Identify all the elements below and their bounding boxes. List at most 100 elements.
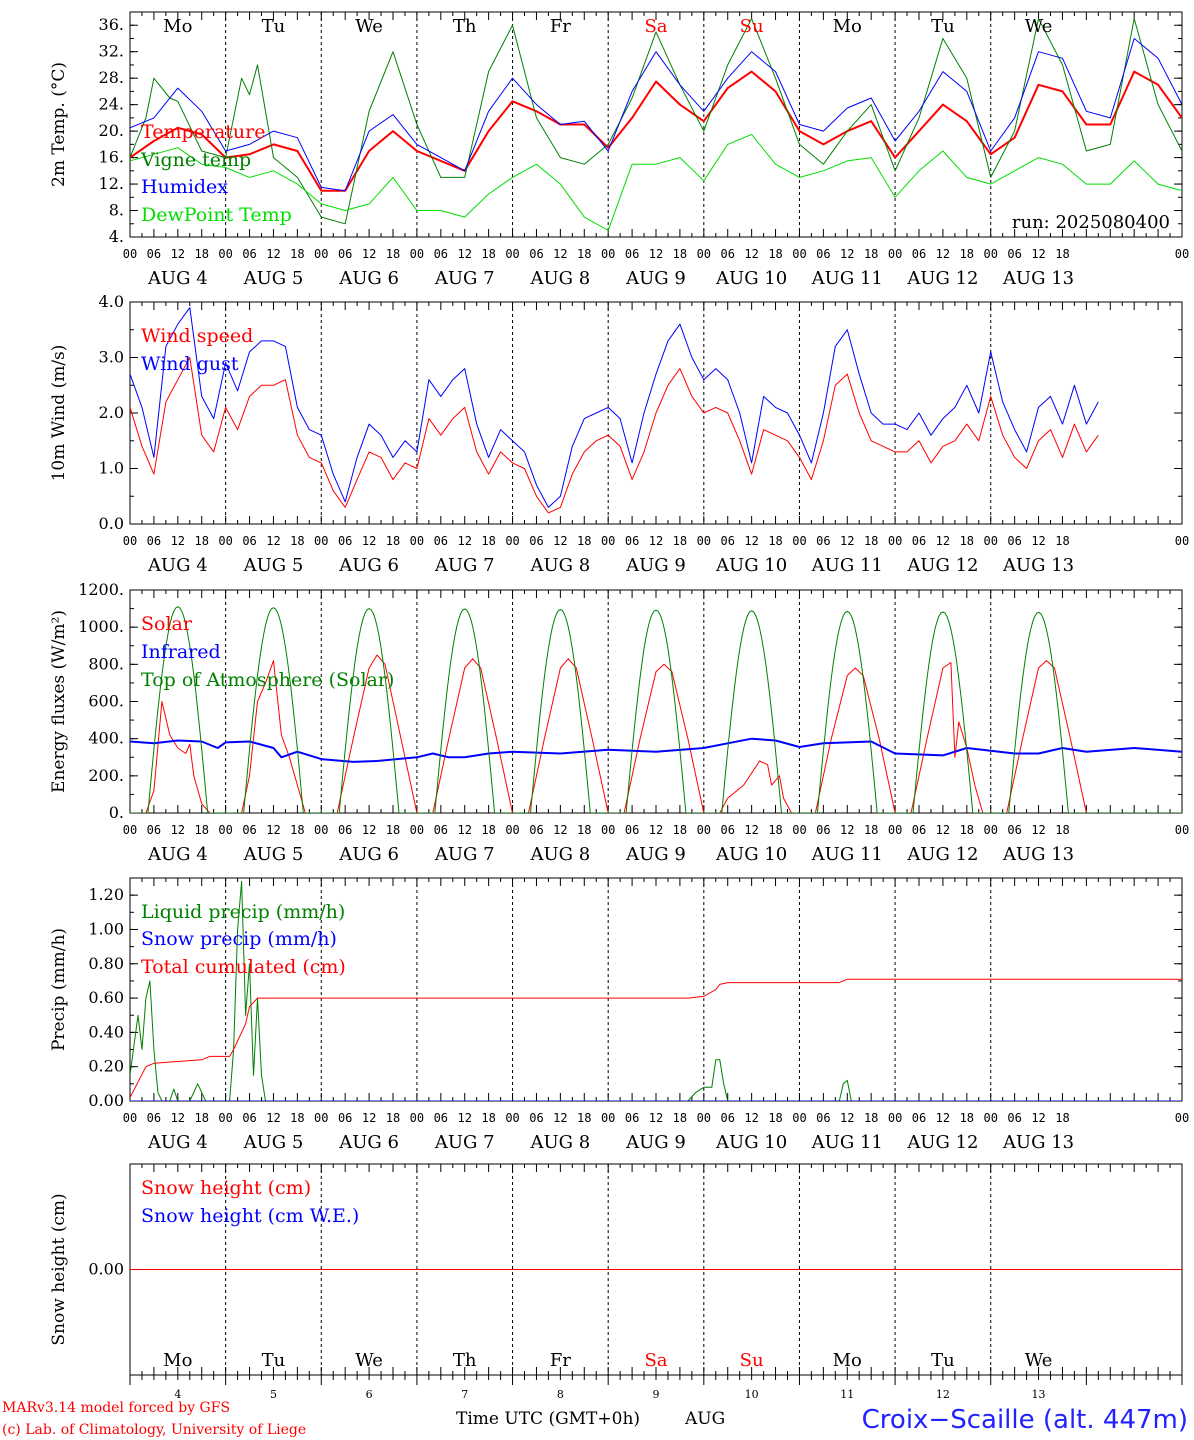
hour-label: 06: [625, 534, 639, 548]
hour-label: 00: [410, 823, 424, 837]
date-label: AUG 7: [434, 555, 495, 576]
date-label: AUG 5: [243, 555, 304, 576]
series-line-total-cumulated-cm-: [130, 978, 1182, 1098]
hour-label: 12: [458, 247, 472, 261]
hour-label: 00: [1175, 534, 1189, 548]
hour-label: 18: [768, 247, 782, 261]
y-tick-label: 4.: [109, 227, 124, 246]
hour-label: 06: [912, 534, 926, 548]
run-label: run: 2025080400: [1012, 212, 1170, 233]
hour-label: 18: [768, 1111, 782, 1125]
hour-label: 12: [458, 823, 472, 837]
hour-label: 18: [864, 534, 878, 548]
weekday-label: We: [355, 16, 383, 37]
date-label: AUG 9: [625, 268, 686, 289]
weekday-label: Fr: [550, 16, 571, 37]
hour-label: 00: [218, 823, 232, 837]
hour-label: 12: [266, 1111, 280, 1125]
hour-label: 18: [290, 247, 304, 261]
hour-label: 18: [1055, 823, 1069, 837]
weekday-label: Mo: [163, 16, 192, 37]
hour-label: 00: [314, 534, 328, 548]
hour-label: 06: [529, 1111, 543, 1125]
legend-entry: Total cumulated (cm): [141, 956, 346, 978]
hour-label: 00: [314, 1111, 328, 1125]
hour-label: 06: [529, 823, 543, 837]
hour-label: 06: [147, 1111, 161, 1125]
hour-label: 12: [458, 534, 472, 548]
hour-label: 00: [792, 247, 806, 261]
hour-label: 06: [434, 1111, 448, 1125]
date-label: AUG 8: [529, 844, 590, 865]
hour-label: 12: [362, 247, 376, 261]
hour-label: 12: [553, 534, 567, 548]
y-tick-label: 1200.: [78, 580, 124, 599]
hour-label: 00: [123, 534, 137, 548]
hour-label: 06: [242, 247, 256, 261]
date-label: AUG 9: [625, 1132, 686, 1153]
y-axis-title: Precip (mm/h): [49, 928, 69, 1051]
legend-entry: Snow precip (mm/h): [141, 928, 337, 950]
hour-label: 12: [553, 247, 567, 261]
hour-label: 18: [481, 823, 495, 837]
weekday-label: Su: [740, 1350, 764, 1371]
hour-label: 06: [1007, 247, 1021, 261]
series-line-solar: [130, 654, 1087, 813]
panel-2: 0.0 1.0 2.0 3.0 4.0 10m Wind (m/s) Wind speed W…: [49, 292, 1189, 576]
y-tick-label: 0.60: [88, 988, 124, 1007]
date-label: AUG 7: [434, 268, 495, 289]
hour-label: 00: [505, 534, 519, 548]
y-tick-label: 800.: [88, 654, 124, 673]
day-number-label: 6: [366, 1388, 373, 1401]
series-line-top-of-atmosphere-solar-: [130, 606, 1182, 813]
weekday-label: Fr: [550, 1350, 571, 1371]
x-axis-title: Time UTC (GMT+0h): [456, 1409, 640, 1429]
hour-label: 06: [912, 247, 926, 261]
date-label: AUG 7: [434, 1132, 495, 1153]
hour-label: 18: [673, 247, 687, 261]
date-label: AUG 4: [147, 555, 208, 576]
hour-label: 18: [195, 247, 209, 261]
hour-label: 12: [362, 534, 376, 548]
series-line-wind-speed: [130, 357, 1099, 514]
hour-label: 12: [840, 1111, 854, 1125]
y-tick-label: 0.: [109, 803, 124, 822]
hour-label: 18: [864, 823, 878, 837]
hour-label: 18: [960, 534, 974, 548]
date-label: AUG 8: [529, 1132, 590, 1153]
hour-label: 12: [649, 247, 663, 261]
legend-entry: Humidex: [141, 176, 228, 198]
hour-label: 06: [434, 823, 448, 837]
weekday-label: Tu: [931, 16, 955, 37]
hour-label: 06: [529, 534, 543, 548]
date-label: AUG 9: [625, 555, 686, 576]
weekday-label: We: [1025, 1350, 1053, 1371]
hour-label: 18: [960, 823, 974, 837]
hour-label: 12: [936, 247, 950, 261]
hour-label: 06: [147, 534, 161, 548]
date-label: AUG 5: [243, 844, 304, 865]
hour-label: 18: [195, 534, 209, 548]
panel-5: 0.00 Snow height (cm) Snow height (cm) Snow…: [49, 1163, 1183, 1401]
y-tick-label: 0.80: [88, 954, 124, 973]
series-line-vigne-temp: [130, 18, 1182, 225]
hour-label: 12: [553, 823, 567, 837]
hour-label: 12: [362, 823, 376, 837]
hour-label: 00: [218, 534, 232, 548]
hour-label: 00: [123, 1111, 137, 1125]
hour-label: 12: [936, 1111, 950, 1125]
date-label: AUG 5: [243, 268, 304, 289]
series-line-wind-gust: [130, 307, 1099, 508]
hour-label: 06: [338, 823, 352, 837]
date-label: AUG 12: [906, 844, 978, 865]
hour-label: 00: [697, 534, 711, 548]
panel-4: 0.00 0.20 0.40 0.60 0.80 1.00 1.20 Precip (mm/h…: [49, 877, 1189, 1153]
date-label: AUG 5: [243, 1132, 304, 1153]
weekday-label: We: [1025, 16, 1053, 37]
hour-label: 18: [577, 534, 591, 548]
hour-label: 06: [242, 823, 256, 837]
hour-label: 12: [649, 823, 663, 837]
date-label: AUG 13: [1002, 844, 1074, 865]
hour-label: 12: [266, 823, 280, 837]
hour-label: 00: [792, 534, 806, 548]
